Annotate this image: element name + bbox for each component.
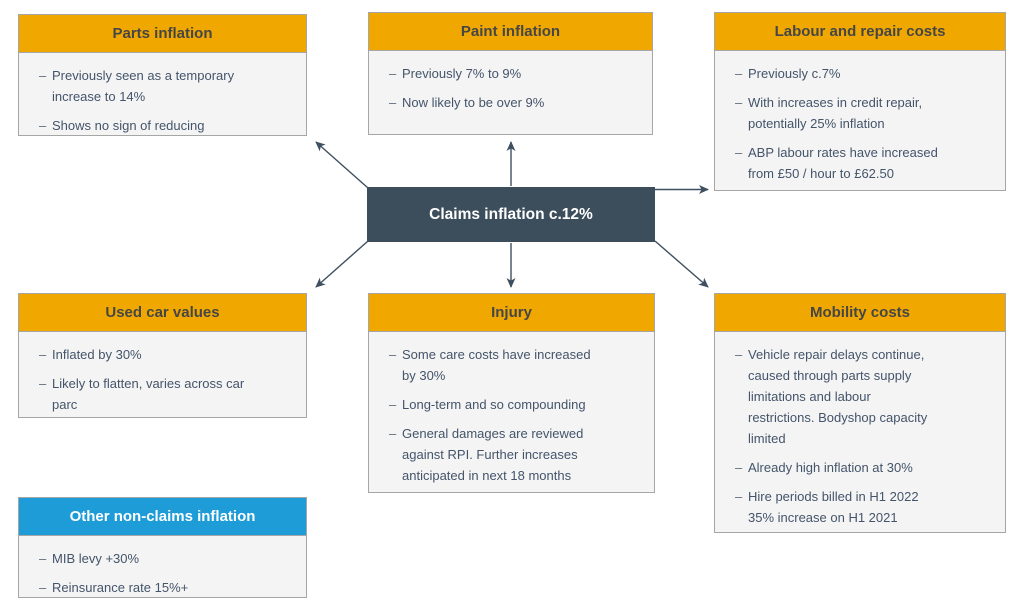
- bullet-item: – Hire periods billed in H1 2022 35% inc…: [735, 486, 1005, 528]
- bullet-dash: –: [39, 347, 47, 362]
- bullet-text: Previously seen as a temporary increase …: [52, 68, 235, 104]
- mobility-costs-body: – Vehicle repair delays continue, caused…: [715, 332, 1005, 528]
- mobility-costs-header: Mobility costs: [715, 294, 1005, 332]
- bullet-dash: –: [735, 347, 743, 362]
- bullet-text: Vehicle repair delays continue, caused t…: [748, 347, 928, 446]
- bullet-item: – With increases in credit repair, poten…: [735, 92, 1005, 134]
- box-title: Injury: [491, 304, 532, 321]
- arrow-to-parts-inflation: [315, 141, 369, 189]
- bullet-item: – General damages are reviewed against R…: [389, 423, 654, 486]
- bullet-item: – Vehicle repair delays continue, caused…: [735, 344, 1005, 449]
- mobility-costs-box: Mobility costs – Vehicle repair delays c…: [714, 293, 1006, 533]
- bullet-text: Previously c.7%: [748, 66, 841, 81]
- other-non-claims-inflation-box: Other non-claims inflation – MIB levy +3…: [18, 497, 307, 598]
- bullet-text: With increases in credit repair, potenti…: [748, 95, 923, 131]
- bullet-dash: –: [389, 66, 397, 81]
- parts-inflation-header: Parts inflation: [19, 15, 306, 53]
- box-title: Paint inflation: [460, 23, 561, 40]
- labour-repair-costs-header: Labour and repair costs: [715, 13, 1005, 51]
- other-non-claims-inflation-header: Other non-claims inflation: [19, 498, 306, 536]
- bullet-item: – Already high inflation at 30%: [735, 457, 1005, 478]
- bullet-item: – Previously seen as a temporary increas…: [39, 65, 306, 107]
- bullet-text: Reinsurance rate 15%+: [52, 580, 189, 595]
- bullet-dash: –: [735, 95, 743, 110]
- bullet-item: – Inflated by 30%: [39, 344, 306, 365]
- box-title: Labour and repair costs: [774, 23, 946, 40]
- bullet-text: Hire periods billed in H1 2022 35% incre…: [748, 489, 919, 525]
- bullet-text: Already high inflation at 30%: [748, 460, 913, 475]
- used-car-values-body: – Inflated by 30% – Likely to flatten, v…: [19, 332, 306, 415]
- bullet-dash: –: [735, 460, 743, 475]
- bullet-dash: –: [39, 118, 47, 133]
- bullet-item: – ABP labour rates have increased from £…: [735, 142, 1005, 184]
- arrow-to-used-car-values: [315, 240, 369, 288]
- bullet-item: – MIB levy +30%: [39, 548, 306, 569]
- bullet-item: – Reinsurance rate 15%+: [39, 577, 306, 598]
- labour-repair-costs-box: Labour and repair costs – Previously c.7…: [714, 12, 1006, 191]
- bullet-item: – Now likely to be over 9%: [389, 92, 652, 113]
- box-title: Other non-claims inflation: [69, 508, 256, 525]
- center-claims-inflation-label: Claims inflation c.12%: [429, 205, 593, 223]
- bullet-item: – Previously 7% to 9%: [389, 63, 652, 84]
- injury-header: Injury: [369, 294, 654, 332]
- used-car-values-header: Used car values: [19, 294, 306, 332]
- bullet-text: General damages are reviewed against RPI…: [402, 426, 584, 483]
- used-car-values-box: Used car values – Inflated by 30% – Like…: [18, 293, 307, 418]
- paint-inflation-header: Paint inflation: [369, 13, 652, 51]
- bullet-dash: –: [389, 426, 397, 441]
- bullet-dash: –: [735, 489, 743, 504]
- labour-repair-costs-body: – Previously c.7% – With increases in cr…: [715, 51, 1005, 184]
- bullet-text: Shows no sign of reducing: [52, 118, 205, 133]
- box-title: Used car values: [105, 304, 220, 321]
- arrow-to-mobility-costs: [654, 240, 709, 288]
- parts-inflation-box: Parts inflation – Previously seen as a t…: [18, 14, 307, 136]
- bullet-dash: –: [735, 145, 743, 160]
- bullet-text: Inflated by 30%: [52, 347, 142, 362]
- box-title: Mobility costs: [809, 304, 910, 321]
- paint-inflation-box: Paint inflation – Previously 7% to 9% – …: [368, 12, 653, 135]
- bullet-dash: –: [389, 95, 397, 110]
- bullet-text: Likely to flatten, varies across car par…: [52, 376, 245, 412]
- bullet-dash: –: [39, 68, 47, 83]
- bullet-dash: –: [39, 580, 47, 595]
- bullet-dash: –: [39, 551, 47, 566]
- parts-inflation-body: – Previously seen as a temporary increas…: [19, 53, 306, 136]
- injury-box: Injury – Some care costs have increased …: [368, 293, 655, 493]
- bullet-item: – Previously c.7%: [735, 63, 1005, 84]
- bullet-text: Previously 7% to 9%: [402, 66, 522, 81]
- bullet-item: – Shows no sign of reducing: [39, 115, 306, 136]
- center-claims-inflation-box: Claims inflation c.12%: [367, 187, 655, 242]
- bullet-text: Now likely to be over 9%: [402, 95, 545, 110]
- bullet-text: MIB levy +30%: [52, 551, 140, 566]
- bullet-item: – Long-term and so compounding: [389, 394, 654, 415]
- bullet-text: Some care costs have increased by 30%: [402, 347, 591, 383]
- bullet-dash: –: [389, 347, 397, 362]
- box-title: Parts inflation: [112, 25, 213, 42]
- injury-body: – Some care costs have increased by 30% …: [369, 332, 654, 486]
- bullet-item: – Some care costs have increased by 30%: [389, 344, 654, 386]
- other-non-claims-inflation-body: – MIB levy +30% – Reinsurance rate 15%+: [19, 536, 306, 598]
- bullet-dash: –: [39, 376, 47, 391]
- paint-inflation-body: – Previously 7% to 9% – Now likely to be…: [369, 51, 652, 113]
- bullet-item: – Likely to flatten, varies across car p…: [39, 373, 306, 415]
- bullet-dash: –: [389, 397, 397, 412]
- bullet-dash: –: [735, 66, 743, 81]
- bullet-text: ABP labour rates have increased from £50…: [748, 145, 938, 181]
- bullet-text: Long-term and so compounding: [402, 397, 586, 412]
